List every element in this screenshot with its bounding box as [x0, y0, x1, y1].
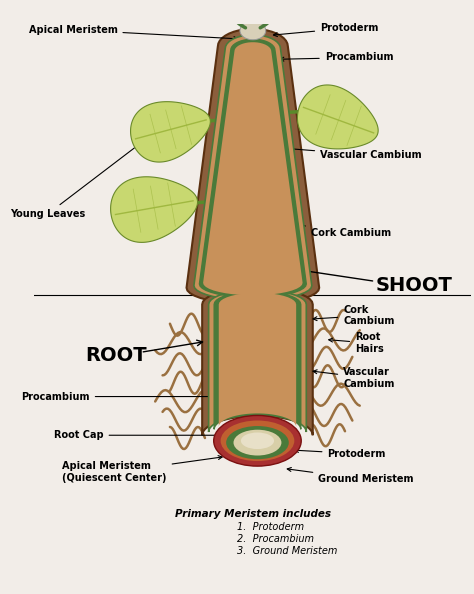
Polygon shape: [200, 39, 306, 297]
Text: Procambium: Procambium: [280, 52, 393, 62]
Text: ROOT: ROOT: [85, 346, 147, 365]
Text: Ground Meristem: Ground Meristem: [287, 467, 414, 485]
Polygon shape: [214, 292, 301, 429]
Text: 2.  Procambium: 2. Procambium: [237, 535, 314, 544]
Text: Cork
Cambium: Cork Cambium: [313, 305, 394, 326]
Text: 3.  Ground Meristem: 3. Ground Meristem: [237, 546, 337, 557]
Polygon shape: [298, 85, 378, 149]
Text: Apical Meristem: Apical Meristem: [28, 25, 238, 40]
Ellipse shape: [226, 426, 289, 459]
Polygon shape: [202, 288, 313, 435]
Text: Protoderm: Protoderm: [273, 23, 379, 37]
Ellipse shape: [220, 421, 294, 461]
Text: Root
Hairs: Root Hairs: [329, 332, 384, 354]
Polygon shape: [219, 293, 296, 427]
Text: Vascular
Cambium: Vascular Cambium: [313, 367, 394, 389]
Text: Root Cap: Root Cap: [54, 430, 224, 440]
Text: 1.  Protoderm: 1. Protoderm: [237, 522, 304, 532]
Text: Cork Cambium: Cork Cambium: [278, 221, 391, 238]
Ellipse shape: [240, 21, 266, 40]
Polygon shape: [194, 35, 312, 301]
Ellipse shape: [234, 429, 282, 456]
Text: Apical Meristem
(Quiescent Center): Apical Meristem (Quiescent Center): [62, 456, 222, 483]
Polygon shape: [110, 177, 198, 242]
Polygon shape: [203, 42, 302, 295]
Text: Vascular Cambium: Vascular Cambium: [282, 147, 422, 160]
Text: Young Leaves: Young Leaves: [10, 122, 168, 219]
Ellipse shape: [214, 415, 301, 466]
Text: SHOOT: SHOOT: [375, 276, 452, 295]
Ellipse shape: [241, 432, 274, 449]
Text: Protoderm: Protoderm: [295, 448, 386, 459]
Text: Procambium: Procambium: [21, 391, 215, 402]
Polygon shape: [130, 102, 210, 162]
Text: Primary Meristem includes: Primary Meristem includes: [175, 510, 331, 520]
Polygon shape: [209, 290, 306, 432]
Polygon shape: [186, 29, 319, 304]
